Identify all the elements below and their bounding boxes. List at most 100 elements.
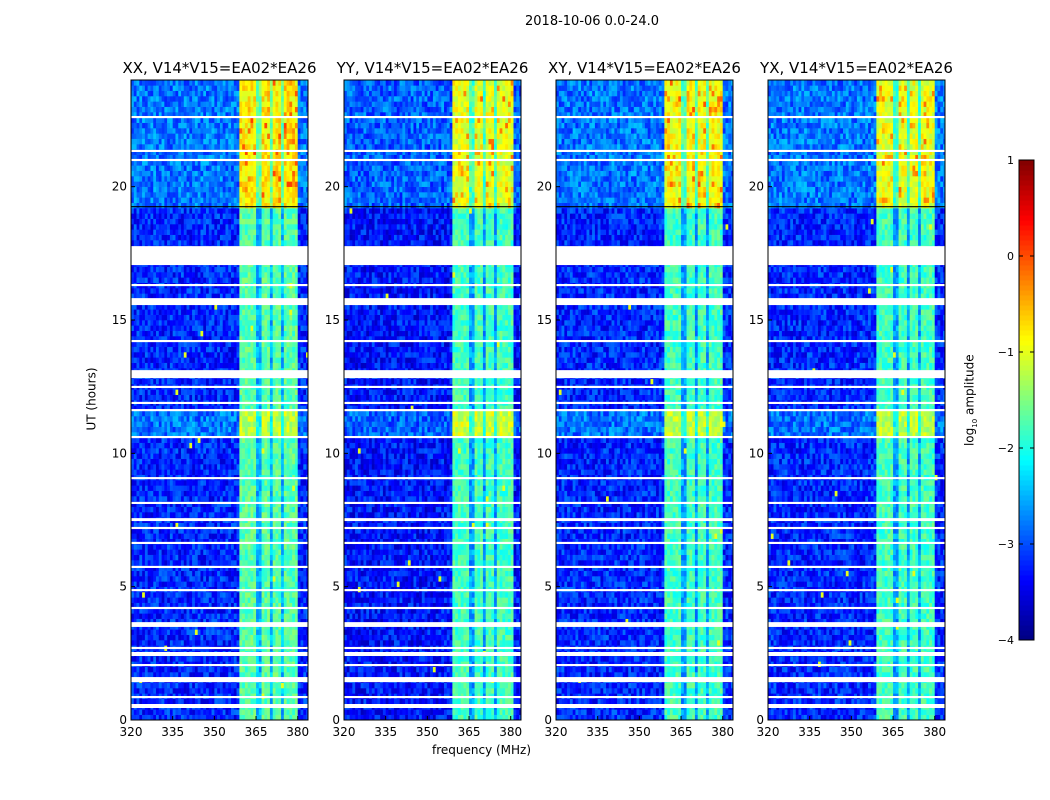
heatmap-cell	[181, 666, 185, 673]
heatmap-cell	[208, 688, 212, 694]
heatmap-cell	[219, 506, 223, 513]
heatmap-cell	[233, 320, 237, 326]
heatmap-cell	[275, 480, 279, 486]
heatmap-cell	[281, 538, 285, 545]
figure-suptitle: 2018-10-06 0.0-24.0	[525, 14, 659, 29]
heatmap-cell	[297, 512, 301, 518]
heatmap-cell	[294, 416, 299, 422]
heatmap-cell	[222, 426, 226, 433]
heatmap-cell	[228, 480, 232, 486]
heatmap-cell	[228, 320, 232, 326]
heatmap-cell	[150, 528, 154, 534]
heatmap-cell	[244, 544, 248, 550]
heatmap-cell	[283, 469, 287, 475]
heatmap-cell	[197, 613, 201, 619]
heatmap-cell	[236, 410, 240, 417]
heatmap-cell	[267, 549, 271, 555]
heatmap-cell	[300, 448, 304, 454]
heatmap-cell	[161, 512, 165, 518]
heatmap-cell	[172, 565, 176, 571]
heatmap-cell	[219, 341, 223, 347]
heatmap-cell	[253, 394, 257, 401]
heatmap-cell	[178, 320, 182, 326]
heatmap-cell	[169, 565, 173, 571]
heatmap-cell	[264, 602, 268, 609]
heatmap-cell	[189, 506, 193, 513]
heatmap-cell	[178, 544, 182, 550]
heatmap-cell	[297, 698, 301, 705]
heatmap-cell	[239, 597, 243, 603]
heatmap-cell	[192, 501, 196, 507]
heatmap-cell	[219, 314, 223, 321]
heatmap-cell	[133, 490, 137, 497]
heatmap-cell	[203, 421, 207, 427]
heatmap-cell	[139, 528, 143, 534]
heatmap-cell	[281, 304, 285, 310]
heatmap-cell	[172, 608, 176, 614]
heatmap-cell	[144, 320, 148, 326]
heatmap-cell	[183, 341, 187, 347]
heatmap-cell	[253, 549, 257, 555]
heatmap-cell	[189, 592, 193, 598]
heatmap-cell	[150, 688, 154, 694]
heatmap-cell	[181, 490, 185, 497]
heatmap-cell	[169, 378, 173, 385]
heatmap-cell	[297, 432, 301, 438]
heatmap-cell	[256, 437, 260, 443]
heatmap-cell	[144, 336, 148, 342]
heatmap-cell	[258, 570, 262, 577]
heatmap-cell	[261, 592, 265, 598]
heatmap-cell	[219, 469, 223, 475]
heatmap-cell	[156, 501, 160, 507]
heatmap-cell	[192, 608, 196, 614]
heatmap-cell	[228, 325, 232, 331]
heatmap-cell	[142, 314, 146, 321]
heatmap-cell	[286, 528, 290, 534]
heatmap-cell	[258, 496, 262, 502]
heatmap-cell	[214, 480, 218, 486]
heatmap-cell	[189, 682, 193, 689]
heatmap-cell	[164, 608, 168, 614]
heatmap-cell	[197, 533, 201, 539]
heatmap-cell	[147, 602, 151, 609]
heatmap-cell	[142, 640, 146, 646]
heatmap-cell	[264, 640, 268, 646]
heatmap-cell	[231, 410, 235, 417]
heatmap-cell	[211, 304, 215, 310]
heatmap-cell	[278, 421, 282, 427]
heatmap-cell	[203, 549, 207, 555]
heatmap-cell	[133, 394, 137, 401]
heatmap-cell	[192, 592, 196, 598]
heatmap-cell	[186, 336, 190, 342]
heatmap-cell	[292, 570, 296, 577]
heatmap-cell	[150, 714, 154, 721]
heatmap-cell	[247, 325, 251, 331]
heatmap-cell	[139, 426, 143, 433]
heatmap-cell	[267, 506, 271, 513]
heatmap-cell	[231, 464, 235, 470]
heatmap-cell	[250, 389, 254, 395]
heatmap-cell	[164, 570, 168, 577]
heatmap-cell	[211, 538, 215, 545]
heatmap-cell	[189, 533, 193, 539]
heatmap-cell	[239, 560, 243, 566]
heatmap-cell	[169, 709, 173, 715]
heatmap-cell	[258, 421, 262, 427]
heatmap-cell	[286, 544, 290, 550]
heatmap-cell	[211, 309, 215, 315]
heatmap-cell	[278, 682, 282, 689]
heatmap-cell	[300, 362, 304, 369]
heatmap-cell	[172, 304, 176, 310]
heatmap-cell	[161, 629, 165, 635]
heatmap-cell	[225, 421, 229, 427]
heatmap-cell	[131, 640, 135, 646]
heatmap-cell	[247, 506, 251, 513]
heatmap-cell	[300, 442, 304, 449]
heatmap-cell	[225, 378, 229, 385]
heatmap-cell	[272, 709, 276, 715]
heatmap-cell	[164, 453, 168, 459]
heatmap-cell	[272, 410, 276, 417]
heatmap-cell	[258, 501, 262, 507]
heatmap-cell	[294, 656, 299, 662]
heatmap-cell	[278, 426, 282, 433]
